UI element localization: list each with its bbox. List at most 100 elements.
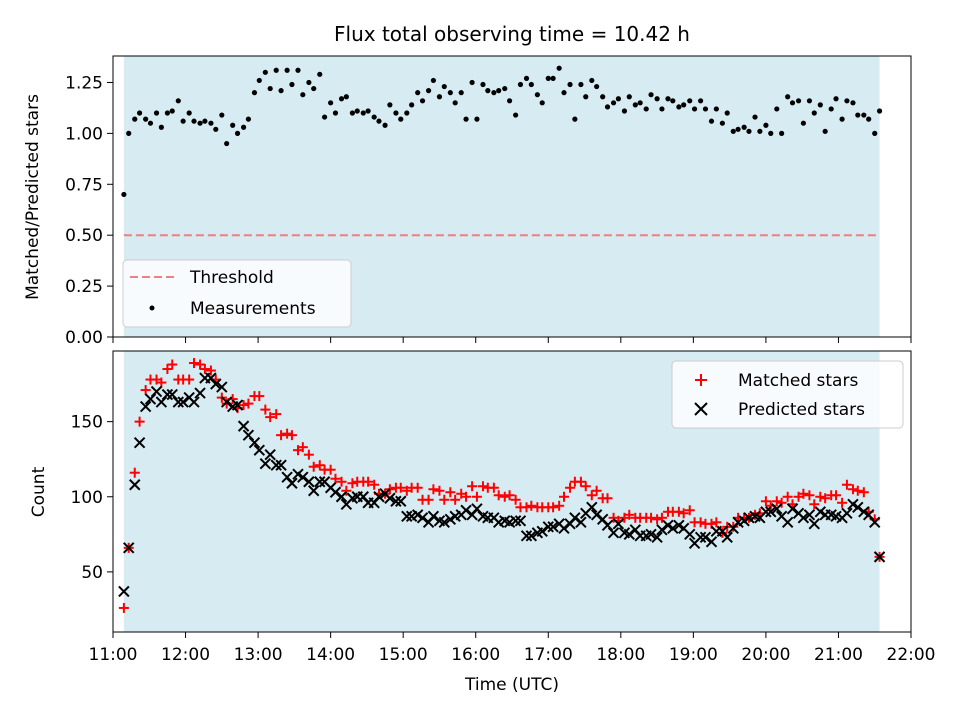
predicted-star-point bbox=[514, 515, 527, 527]
measurement-point bbox=[589, 77, 595, 84]
predicted-star-point bbox=[547, 521, 559, 533]
predicted-star-point bbox=[656, 524, 668, 536]
top-legend-measurements-label: Measurements bbox=[190, 299, 316, 319]
matched-star-point bbox=[199, 364, 210, 375]
matched-star-point bbox=[303, 449, 314, 460]
measurement-point bbox=[398, 116, 404, 122]
predicted-star-point bbox=[253, 444, 266, 456]
measurement-point bbox=[447, 90, 453, 96]
measurement-point bbox=[626, 94, 632, 100]
matched-star-point bbox=[265, 412, 276, 423]
predicted-star-point bbox=[314, 476, 326, 488]
measurement-point bbox=[419, 98, 426, 104]
top-x-ticks bbox=[112, 337, 912, 343]
matched-star-point bbox=[162, 364, 173, 375]
measurement-point bbox=[785, 94, 791, 100]
predicted-star-point bbox=[684, 528, 696, 541]
matched-star-point bbox=[395, 482, 406, 493]
measurement-point bbox=[208, 120, 214, 126]
matched-star-point bbox=[423, 494, 434, 505]
bottom-y-tick-label: 50 bbox=[81, 563, 103, 583]
matched-star-point bbox=[314, 460, 325, 471]
bottom-legend-predicted-swatch bbox=[694, 402, 708, 416]
matched-star-point bbox=[684, 505, 695, 516]
matched-star-point bbox=[308, 461, 319, 472]
matched-star-point bbox=[189, 358, 200, 369]
matched-star-point bbox=[558, 491, 569, 502]
measurement-point bbox=[691, 106, 698, 112]
measurement-point bbox=[485, 88, 491, 94]
matched-star-point bbox=[526, 500, 537, 511]
measurement-point bbox=[458, 90, 464, 96]
top-y-tick-label: 1.25 bbox=[65, 73, 103, 93]
measurement-point bbox=[800, 120, 806, 126]
matched-star-point bbox=[504, 490, 515, 501]
top-chart-title: Flux total observing time = 10.42 h bbox=[334, 22, 690, 46]
measurement-point bbox=[332, 110, 339, 116]
measurement-point bbox=[425, 88, 432, 94]
measurement-point bbox=[768, 130, 774, 136]
measurement-point bbox=[463, 116, 469, 122]
top-y-tick-label: 0.25 bbox=[65, 277, 103, 297]
bottom-legend: Matched stars Predicted stars bbox=[671, 360, 904, 429]
matched-star-point bbox=[461, 491, 472, 502]
predicted-star-point bbox=[161, 388, 174, 401]
measurement-point bbox=[284, 67, 290, 73]
bottom-legend-matched-swatch bbox=[695, 374, 707, 386]
matched-star-point bbox=[548, 502, 559, 513]
bottom-x-tick-label: 22:00 bbox=[887, 645, 936, 665]
measurement-point bbox=[708, 118, 715, 124]
measurement-point bbox=[469, 79, 475, 86]
matched-star-point bbox=[565, 482, 576, 493]
predicted-star-point bbox=[329, 486, 342, 498]
measurement-point bbox=[517, 81, 524, 88]
measurement-point bbox=[480, 81, 486, 88]
matched-star-point bbox=[798, 488, 809, 499]
measurement-point bbox=[539, 100, 545, 106]
measurement-point bbox=[496, 88, 502, 94]
predicted-star-point bbox=[308, 485, 320, 497]
top-y-tick-label: 0.50 bbox=[65, 226, 103, 246]
measurement-point bbox=[452, 100, 458, 106]
measurement-point bbox=[273, 67, 279, 73]
matched-star-point bbox=[439, 494, 450, 505]
measurement-point bbox=[594, 83, 600, 90]
measurement-point bbox=[600, 94, 606, 100]
predicted-star-point bbox=[575, 516, 587, 529]
bottom-x-axis-label: Time (UTC) bbox=[464, 675, 559, 695]
measurement-point bbox=[643, 106, 649, 112]
top-legend-threshold-label: Threshold bbox=[189, 268, 274, 288]
bottom-x-tick-label: 21:00 bbox=[814, 645, 863, 665]
predicted-star-point bbox=[520, 530, 533, 542]
matched-star-point bbox=[297, 442, 308, 453]
measurement-point bbox=[197, 120, 203, 126]
measurement-point bbox=[528, 81, 534, 88]
matched-star-point bbox=[254, 391, 265, 402]
measurement-point bbox=[278, 88, 284, 94]
bottom-x-tick-label: 11:00 bbox=[89, 645, 138, 665]
matched-star-point bbox=[586, 490, 597, 501]
predicted-star-point bbox=[601, 519, 614, 532]
predicted-star-point bbox=[612, 518, 625, 530]
measurement-point bbox=[354, 108, 360, 114]
matched-star-point bbox=[852, 485, 863, 496]
measurement-point bbox=[698, 98, 704, 104]
measurement-point bbox=[654, 96, 660, 102]
measurement-point bbox=[724, 110, 730, 116]
matched-star-point bbox=[499, 491, 510, 502]
measurement-point bbox=[615, 96, 622, 102]
predicted-star-point bbox=[150, 385, 163, 398]
measurement-point bbox=[240, 124, 247, 130]
predicted-star-point bbox=[607, 527, 620, 539]
measurement-point bbox=[763, 122, 769, 128]
measurement-point bbox=[545, 75, 551, 81]
measurement-point bbox=[583, 94, 589, 100]
measurement-point bbox=[343, 94, 349, 100]
matched-star-point bbox=[167, 359, 178, 370]
measurement-point bbox=[806, 98, 813, 104]
measurement-point bbox=[648, 92, 654, 98]
measurement-point bbox=[175, 98, 181, 104]
bottom-legend-predicted-label: Predicted stars bbox=[738, 400, 865, 420]
predicted-star-point bbox=[623, 528, 635, 541]
measurement-point bbox=[850, 100, 856, 106]
